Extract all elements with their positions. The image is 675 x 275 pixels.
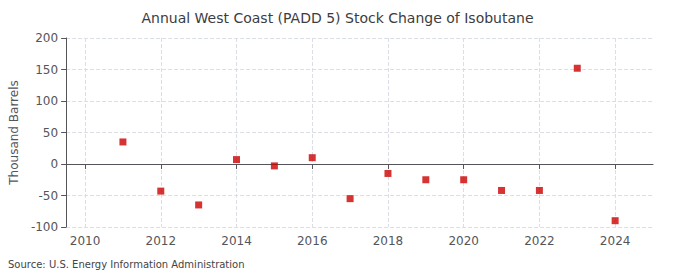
svg-text:0: 0 xyxy=(50,157,58,171)
svg-text:2024: 2024 xyxy=(600,234,631,248)
svg-text:2010: 2010 xyxy=(70,234,101,248)
svg-text:2016: 2016 xyxy=(297,234,328,248)
svg-text:Thousand Barrels: Thousand Barrels xyxy=(7,80,21,185)
svg-text:100: 100 xyxy=(35,94,58,108)
svg-text:2020: 2020 xyxy=(448,234,479,248)
svg-text:Annual West Coast (PADD 5) Sto: Annual West Coast (PADD 5) Stock Change … xyxy=(141,10,533,26)
svg-text:-50: -50 xyxy=(39,189,59,203)
svg-text:-100: -100 xyxy=(31,220,58,234)
svg-text:2014: 2014 xyxy=(221,234,252,248)
svg-text:2012: 2012 xyxy=(146,234,177,248)
svg-text:2018: 2018 xyxy=(373,234,404,248)
svg-text:50: 50 xyxy=(43,126,58,140)
svg-text:Source: U.S. Energy Informatio: Source: U.S. Energy Information Administ… xyxy=(8,259,245,270)
svg-text:200: 200 xyxy=(35,31,58,45)
svg-text:150: 150 xyxy=(35,63,58,77)
svg-text:2022: 2022 xyxy=(524,234,555,248)
